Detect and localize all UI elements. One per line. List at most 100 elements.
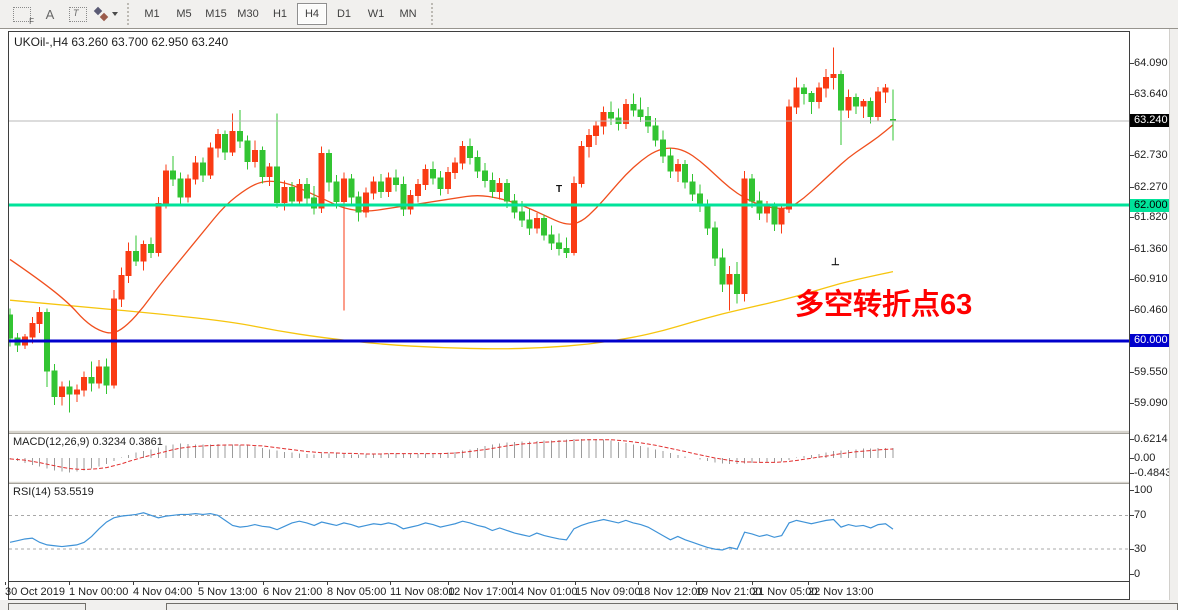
rsi-axis-label: 30 [1134, 543, 1147, 556]
tf-button-w1[interactable]: W1 [367, 8, 385, 20]
candle [385, 177, 392, 192]
candle [103, 366, 110, 386]
candle [756, 200, 763, 214]
candle [771, 205, 778, 225]
candle [363, 192, 370, 213]
candle [659, 139, 666, 157]
candle [763, 205, 770, 214]
toolbar-separator [431, 3, 433, 25]
candle [608, 112, 615, 119]
candle [867, 101, 874, 118]
price-label: 62.000 [1130, 198, 1171, 212]
candle [333, 181, 340, 203]
candle [303, 184, 310, 199]
t-marker: T [556, 184, 563, 195]
candle [518, 211, 525, 221]
candle [311, 197, 318, 209]
candle [118, 275, 125, 300]
status-box-right[interactable] [166, 603, 1178, 610]
time-label: 1 Nov 00:00 [69, 586, 129, 598]
time-label: 5 Nov 13:00 [198, 586, 258, 598]
time-label: 19 Nov 21:00 [696, 586, 762, 598]
rsi-canvas[interactable] [9, 484, 1129, 581]
tf-button-m1[interactable]: M1 [144, 8, 160, 20]
tf-button-m5[interactable]: M5 [176, 8, 192, 20]
t-marker: ⊥ [831, 257, 840, 268]
price-label: 60.000 [1130, 334, 1171, 348]
rsi-panel[interactable]: RSI(14) 53.5519 [9, 484, 1129, 581]
candle [496, 182, 503, 192]
candle [808, 93, 815, 103]
candle [392, 177, 399, 186]
candle [133, 250, 140, 262]
tf-button-h4-active[interactable]: H4 [297, 3, 327, 25]
price-axis: 64.090 63.640 63.240 62.730 62.270 62.000 61.8… [1130, 31, 1171, 600]
candle [467, 146, 474, 158]
main-chart-panel[interactable]: UKOil-,H4 63.260 63.700 62.950 63.240 多空… [9, 32, 1129, 430]
panel-divider[interactable] [9, 430, 1129, 434]
candle [541, 218, 548, 236]
candle [229, 131, 236, 153]
candle [51, 370, 58, 398]
scroll-strip[interactable] [1169, 29, 1178, 600]
macd-axis-label: 0.00 [1134, 451, 1156, 464]
candle [622, 103, 629, 124]
time-label: 6 Nov 21:00 [263, 586, 323, 598]
price-label: 63.640 [1134, 87, 1168, 100]
candle [96, 366, 103, 384]
tf-button-h1[interactable]: H1 [272, 8, 288, 20]
candle [459, 146, 466, 164]
price-label: 59.090 [1134, 396, 1168, 409]
candle [882, 87, 889, 93]
price-label: 61.360 [1134, 242, 1168, 255]
candle [860, 101, 867, 107]
candle [207, 147, 214, 176]
price-label: 60.910 [1134, 273, 1168, 286]
candle [281, 186, 288, 203]
toolbar-separator [127, 3, 129, 25]
candle [214, 133, 221, 149]
annotation-text: 多空转折点63 [795, 289, 973, 321]
chart-title-ohlc: UKOil-,H4 63.260 63.700 62.950 63.240 [14, 35, 229, 49]
candle [585, 135, 592, 148]
candle [378, 181, 384, 192]
candle [719, 257, 726, 285]
status-box-left[interactable] [8, 603, 86, 610]
candle [429, 169, 436, 179]
time-label: 12 Nov 17:00 [448, 586, 514, 598]
candle [556, 242, 563, 250]
panel-divider[interactable] [9, 481, 1129, 484]
macd-panel[interactable]: MACD(12,26,9) 0.3234 0.3861 [9, 434, 1129, 481]
candle [81, 377, 88, 391]
candle [570, 182, 577, 254]
candle [274, 166, 281, 203]
candle [296, 184, 303, 202]
candle [674, 163, 681, 172]
candle [704, 204, 711, 229]
tf-button-m30[interactable]: M30 [237, 8, 259, 20]
candle [185, 178, 192, 198]
macd-label: MACD(12,26,9) 0.3234 0.3861 [13, 436, 163, 448]
fibo-grid-tool-button[interactable]: F [10, 4, 34, 26]
macd-axis-label: 0.6214 [1134, 432, 1168, 445]
tf-button-d1[interactable]: D1 [336, 8, 352, 20]
candle [125, 250, 132, 277]
arrow-styles-button[interactable] [93, 4, 118, 24]
price-label: 61.820 [1134, 211, 1168, 224]
candle [645, 116, 652, 127]
candle [437, 177, 444, 190]
tf-button-m15[interactable]: M15 [205, 8, 227, 20]
candle [793, 87, 800, 108]
candle [370, 181, 377, 194]
macd-canvas[interactable] [9, 434, 1129, 481]
text-tool-button[interactable]: A [38, 4, 62, 24]
text-label-tool-button[interactable]: T [66, 4, 90, 24]
time-label: 4 Nov 04:00 [133, 586, 193, 598]
candle [875, 91, 882, 118]
candle [222, 133, 229, 153]
tf-button-mn[interactable]: MN [399, 8, 417, 20]
time-label: 21 Nov 05:00 [752, 586, 818, 598]
candle [29, 322, 36, 338]
main-chart-canvas[interactable] [9, 32, 1129, 430]
